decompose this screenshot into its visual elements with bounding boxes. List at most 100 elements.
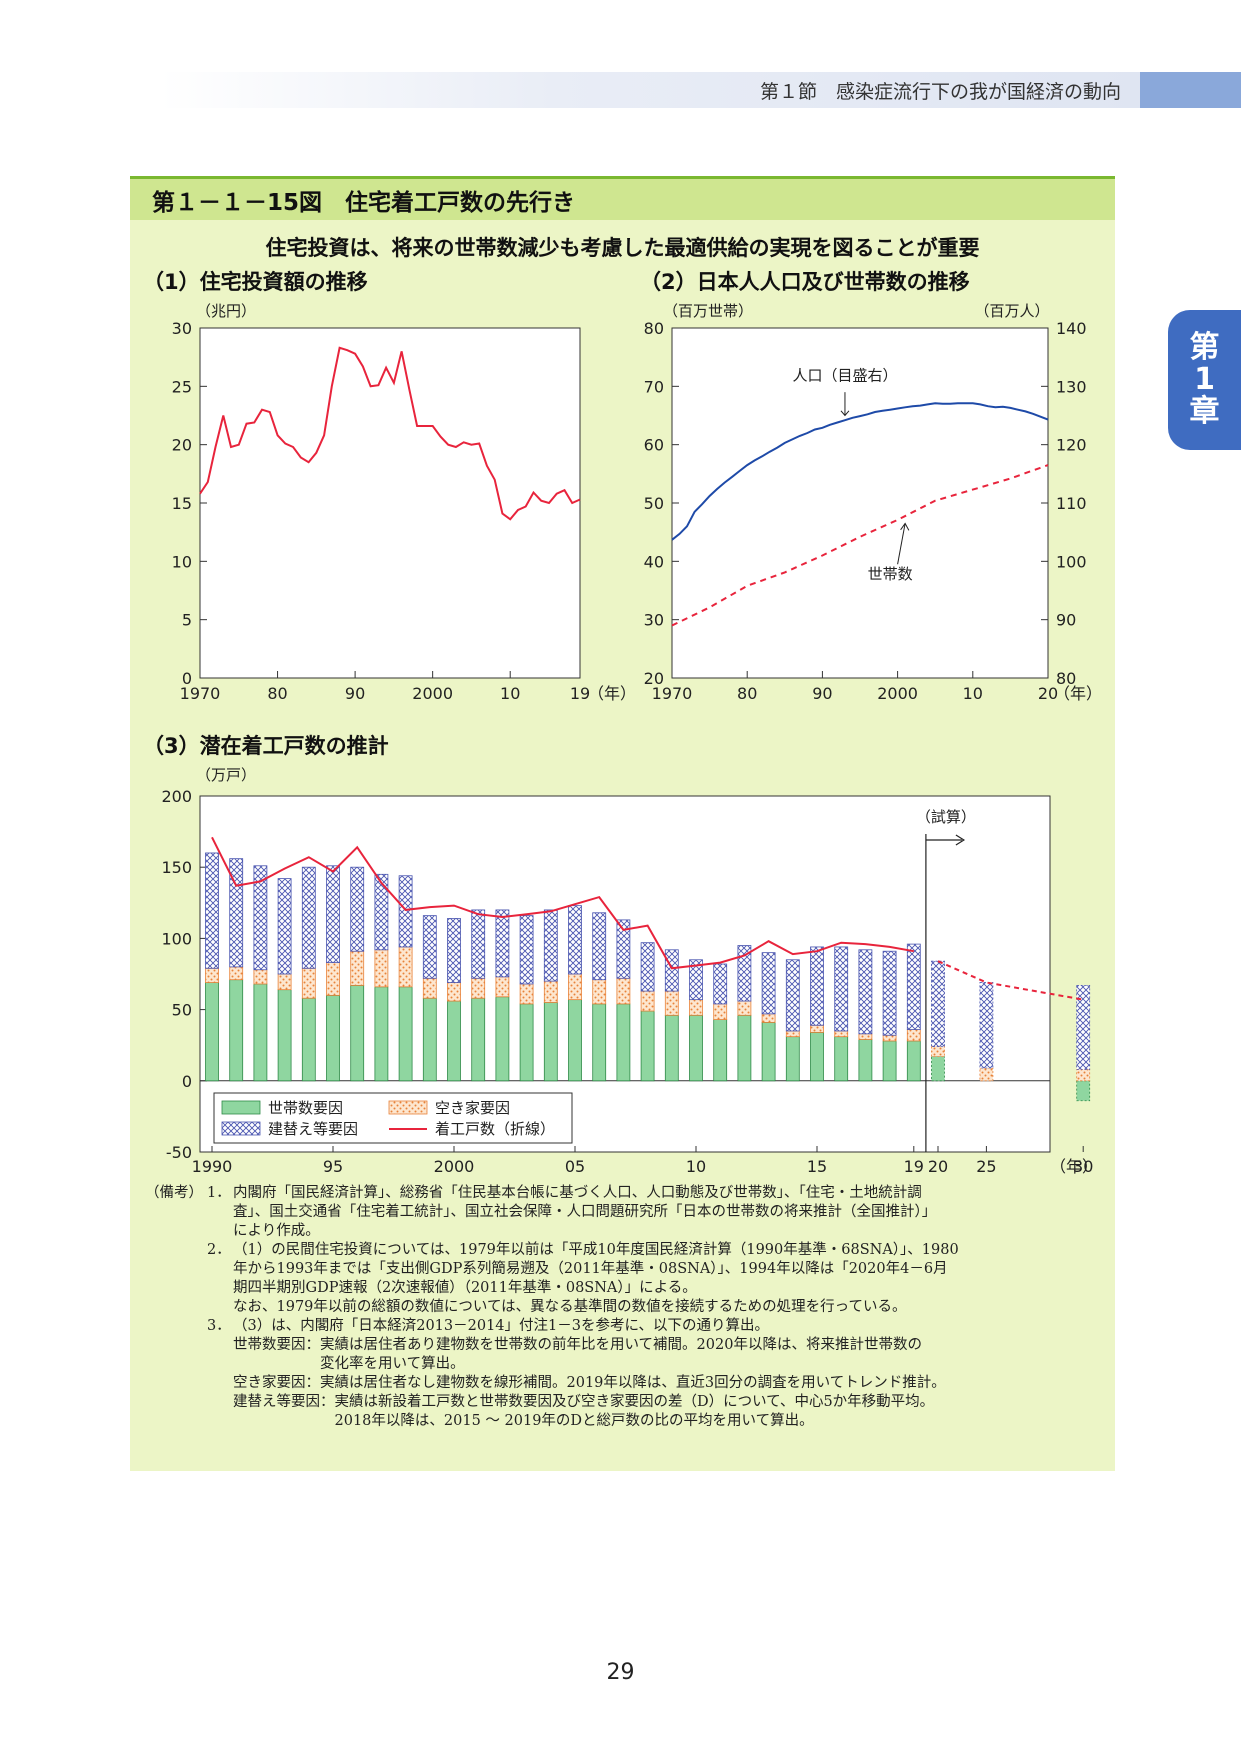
chart3-bar-segment <box>979 982 994 1069</box>
chart3-bar-segment <box>616 919 631 979</box>
chart2-series-label: 人口（目盛右） <box>792 367 897 385</box>
chart2-y-label: （百万世帯） <box>663 302 753 320</box>
note-line: 査」、国土交通省「住宅着工統計」、国立社会保障・人口問題研究所「日本の世帯数の将… <box>233 1204 937 1220</box>
chart3-y-label: （万戸） <box>196 766 256 784</box>
chart3-bar-segment <box>447 918 461 983</box>
chart3-bar-segment <box>761 1013 776 1023</box>
chart3-legend-label: 建替え等要因 <box>268 1120 358 1138</box>
note-number: 2． <box>207 1242 231 1258</box>
chart2-annotation-arrowhead <box>840 410 850 417</box>
chart3-y-tick-label: 0 <box>182 1072 192 1091</box>
chart3-bar-segment <box>422 997 437 1082</box>
chart3-bar-segment <box>858 949 873 1035</box>
chart2-y-tick-label: 60 <box>644 436 664 455</box>
chart1-y-tick-label: 0 <box>182 669 192 688</box>
chart2-x-tick-label: 20 <box>1038 684 1058 703</box>
chart2-annotation-arrowhead <box>900 522 910 531</box>
chart1-x-tick-label: 2000 <box>412 684 453 703</box>
chart3-bar-segment <box>471 909 486 979</box>
chart2-y-tick-label: 70 <box>644 377 664 396</box>
chart1-x-tick-label: 19 <box>570 684 590 703</box>
chart3-x-tick-label: 15 <box>807 1157 827 1176</box>
chart3-bar-segment <box>253 969 268 985</box>
chart3-bar-segment <box>543 1002 558 1082</box>
chart3-bar-segment <box>713 963 728 1005</box>
chart3-legend-label: 着工戸数（折線） <box>435 1120 555 1138</box>
chart3-x-tick-label: 25 <box>976 1157 996 1176</box>
chapter-tab-char: 1 <box>1194 362 1215 397</box>
chart2-y-right-tick-label: 110 <box>1056 494 1087 513</box>
chart3-bar-segment <box>882 950 897 1036</box>
note-item: 3． （3）は、内閣府「日本経済2013－2014」付注1－3を参考に、以下の通… <box>145 1317 1095 1431</box>
chart3-bar-segment <box>1076 1069 1091 1082</box>
chart3-annotation: （試算） <box>916 808 976 826</box>
chart3-bar-segment <box>689 999 703 1016</box>
chapter-tab-char: 章 <box>1189 394 1220 429</box>
chart3-bar-segment <box>471 977 486 999</box>
chart3-bar-segment <box>713 1019 728 1082</box>
chart3-bar-segment <box>689 1014 703 1082</box>
chart3-bar-segment <box>906 943 921 1030</box>
chart3-bar-segment <box>640 1010 655 1082</box>
chart2-y-tick-label: 80 <box>644 319 664 338</box>
chart3-x-tick-label: 30 <box>1073 1157 1093 1176</box>
chart1-title: （1）住宅投資額の推移 <box>143 270 368 294</box>
note-line: 空き家要因：実績は居住者なし建物数を線形補間。2019年以降は、直近3回分の調査… <box>233 1375 946 1391</box>
chapter-tab: 第 1 章 <box>1168 310 1241 450</box>
chart2-y-right-tick-label: 80 <box>1056 669 1076 688</box>
chart3-bar-segment <box>906 1040 921 1082</box>
chart3-bar-segment <box>640 942 655 992</box>
chart3-bar-segment <box>785 1030 800 1038</box>
chart3-bar-segment <box>858 1039 873 1082</box>
chart3-bar-segment <box>229 966 244 981</box>
chart1-y-tick-label: 10 <box>172 552 192 571</box>
chart2-x-tick-label: 1970 <box>652 684 693 703</box>
chart3-bar-segment <box>761 952 776 1015</box>
chart2-x-tick-label: 10 <box>963 684 983 703</box>
chart3-bar-segment <box>447 982 461 1002</box>
chart3-legend-label: 世帯数要因 <box>268 1099 343 1117</box>
chart3-bar-segment <box>834 1036 849 1082</box>
chart2-y-right-label: （百万人） <box>974 302 1049 320</box>
note-line: 2018年以降は、2015 ～ 2019年のDと総戸数の比の平均を用いて算出。 <box>233 1413 814 1429</box>
chart3-bar-segment <box>664 1014 679 1082</box>
chart3-bar-segment <box>592 1003 607 1082</box>
chart3-bar-segment <box>374 873 389 951</box>
chart3-bar-segment <box>640 990 655 1012</box>
note-line: 変化率を用いて算出。 <box>233 1356 465 1372</box>
chart2-series-line <box>671 402 1049 541</box>
chart3-bar-segment <box>785 1036 800 1082</box>
chart3-legend-swatch <box>221 1100 261 1115</box>
notes: （備考） 1． 内閣府「国民経済計算」、総務省「住民基本台帳に基づく人口、人口動… <box>145 1184 1095 1431</box>
chart3-bar-segment <box>834 1030 849 1038</box>
chart3-legend-label: 空き家要因 <box>435 1099 510 1117</box>
chart3-bar-segment <box>326 962 340 996</box>
chart3-bar-segment <box>568 905 582 975</box>
chart2-y-right-tick-label: 130 <box>1056 377 1087 396</box>
chart2-y-right-tick-label: 90 <box>1056 611 1076 630</box>
chart3-bar-segment <box>761 1022 776 1082</box>
chart3-bar-segment <box>253 983 268 1082</box>
chart3-x-unit: （年） <box>1050 1157 1098 1176</box>
header-accent <box>1140 72 1241 108</box>
chart1-y-tick-label: 5 <box>182 611 192 630</box>
header-band <box>160 72 1140 108</box>
chart3-bar-segment <box>1076 1080 1091 1102</box>
chart2-annotation-arrow <box>897 523 906 565</box>
chart3-bar-segment <box>447 1000 461 1082</box>
note-body: 内閣府「国民経済計算」、総務省「住民基本台帳に基づく人口、人口動態及び世帯数」、… <box>233 1184 1095 1241</box>
figure-title-bar <box>130 176 1115 220</box>
chart3-bar-segment <box>810 1024 824 1033</box>
notes-lead: （備考） <box>145 1185 203 1201</box>
chart2-y-tick-label: 20 <box>644 669 664 688</box>
chart3-bar-segment <box>810 1031 824 1082</box>
chart3-bar-segment <box>737 1014 752 1082</box>
note-line: 期四半期別GDP速報（2次速報値）（2011年基準・08SNA）」による。 <box>233 1280 697 1296</box>
chart3-bar-segment <box>495 996 510 1082</box>
chart3-bar-segment <box>931 1046 945 1057</box>
chart3-bar-segment <box>616 1003 631 1082</box>
section-header: 第１節 感染症流行下の我が国経済の動向 <box>759 81 1121 103</box>
chart1-y-label: （兆円） <box>196 302 256 320</box>
chart3-bar-segment <box>422 977 437 999</box>
